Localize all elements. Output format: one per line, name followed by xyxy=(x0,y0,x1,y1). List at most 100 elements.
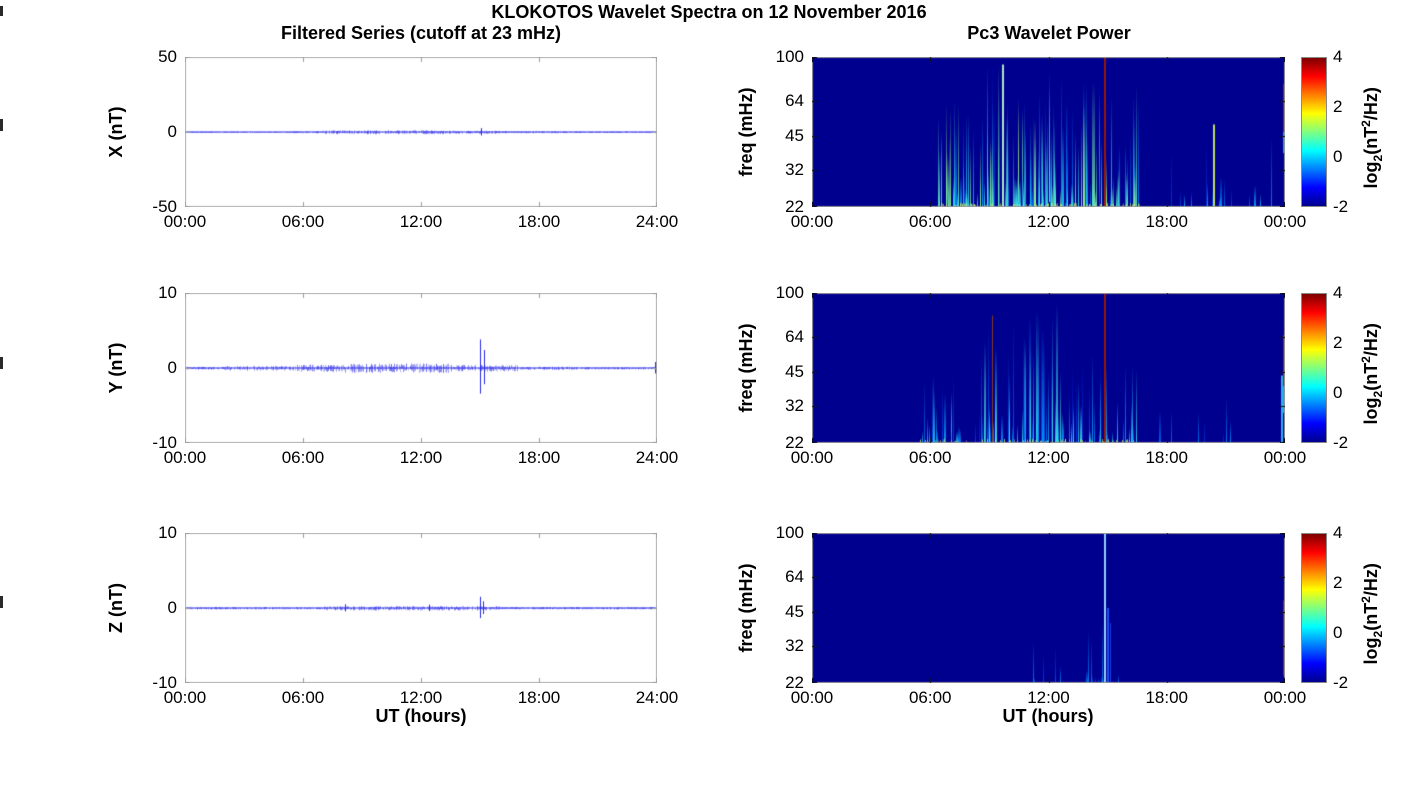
colorbar-label-part: log xyxy=(1361,161,1382,189)
colorbar-tick-label: 4 xyxy=(1333,523,1343,542)
y-tick-label: 22 xyxy=(785,197,804,216)
x-tick-label: 06:00 xyxy=(281,448,325,467)
colorbar-label-part: 2 xyxy=(1359,120,1374,127)
colorbar-label-part: (nT xyxy=(1361,126,1382,155)
y-tick-label: 100 xyxy=(775,47,804,66)
x-tick-label: 24:00 xyxy=(635,688,679,707)
y-tick-label: 32 xyxy=(785,395,804,415)
spectrogram-canvas-y-wavelet xyxy=(812,293,1285,443)
x-tick-label: 06:00 xyxy=(908,688,952,707)
colorbar-label-part: /Hz) xyxy=(1361,323,1382,357)
right-column-title: Pc3 Wavelet Power xyxy=(967,23,1131,43)
screen-edge-artifact xyxy=(0,357,3,369)
colorbar-tick-label: 2 xyxy=(1333,573,1343,592)
colorbar-tick-label: 0 xyxy=(1333,147,1343,166)
colorbar-tick-label: -2 xyxy=(1333,673,1349,692)
colorbar-label-part: 2 xyxy=(1359,596,1374,603)
x-tick-label: 18:00 xyxy=(517,448,561,467)
y-axis-label-x-wavelet: freq (mHz) xyxy=(736,87,756,177)
y-tick-label: 64 xyxy=(785,567,804,587)
x-tick-label: 06:00 xyxy=(281,212,325,231)
y-axis-label-x-series: X (nT) xyxy=(106,106,126,158)
y-tick-label: 100 xyxy=(775,523,804,542)
y-tick-label: 64 xyxy=(785,327,804,347)
y-tick-label: 32 xyxy=(785,635,804,655)
y-tick-label: 0 xyxy=(167,122,177,141)
colorbar-tick-label: 0 xyxy=(1333,623,1343,642)
colorbar-label-part: log xyxy=(1361,397,1382,425)
colorbar-label: log2(nT2/Hz) xyxy=(1355,58,1389,218)
x-tick-label: 24:00 xyxy=(635,448,679,467)
series-canvas-y-series xyxy=(185,293,657,443)
x-tick-label: 12:00 xyxy=(399,688,443,707)
x-tick-label: 06:00 xyxy=(281,688,325,707)
x-tick-label: 12:00 xyxy=(399,448,443,467)
colorbar-label: log2(nT2/Hz) xyxy=(1355,294,1389,454)
y-tick-label: 22 xyxy=(785,433,804,452)
y-tick-label: 0 xyxy=(167,598,177,617)
x-tick-label: 18:00 xyxy=(517,212,561,231)
screen-edge-artifact xyxy=(0,119,3,131)
x-tick-label: 00:00 xyxy=(790,448,834,467)
colorbar-tick-label: 2 xyxy=(1333,333,1343,352)
spectrogram-canvas-z-wavelet xyxy=(812,533,1285,683)
y-tick-label: 100 xyxy=(775,283,804,302)
x-tick-label: 00:00 xyxy=(163,448,207,467)
colorbar-tick-label: 4 xyxy=(1333,47,1343,66)
colorbar-tick-label: -2 xyxy=(1333,197,1349,216)
x-tick-label: 24:00 xyxy=(635,212,679,231)
colorbar-tick-label: -2 xyxy=(1333,433,1349,452)
screen-edge-artifact xyxy=(0,6,3,16)
x-tick-label: 00:00 xyxy=(163,212,207,231)
x-tick-label: 00:00 xyxy=(1263,688,1307,707)
y-tick-label: 10 xyxy=(158,283,177,302)
y-tick-label: -50 xyxy=(152,197,177,216)
x-tick-label: 18:00 xyxy=(1145,212,1189,231)
colorbar-label-part: /Hz) xyxy=(1361,563,1382,597)
x-tick-label: 00:00 xyxy=(1263,212,1307,231)
colorbar xyxy=(1301,57,1327,207)
y-tick-label: 45 xyxy=(785,126,804,146)
x-tick-label: 12:00 xyxy=(1027,688,1070,707)
x-tick-label: 06:00 xyxy=(908,212,952,231)
y-axis-label-z-series: Z (nT) xyxy=(106,583,126,633)
y-tick-label: 64 xyxy=(785,91,804,111)
x-axis-label-left: UT (hours) xyxy=(375,706,467,726)
colorbar-label-part: (nT xyxy=(1361,602,1382,631)
y-axis-label-y-series: Y (nT) xyxy=(106,342,126,394)
y-axis-label-z-wavelet: freq (mHz) xyxy=(736,563,756,653)
x-tick-label: 06:00 xyxy=(908,448,952,467)
colorbar-label-part: 2 xyxy=(1359,356,1374,363)
series-canvas-z-series xyxy=(185,533,657,683)
colorbar-label-part: log xyxy=(1361,637,1382,665)
y-tick-label: 0 xyxy=(167,358,177,377)
x-tick-label: 00:00 xyxy=(790,212,834,231)
x-tick-label: 12:00 xyxy=(1027,448,1070,467)
y-tick-label: 45 xyxy=(785,362,804,382)
x-tick-label: 18:00 xyxy=(1145,688,1189,707)
colorbar-tick-label: 4 xyxy=(1333,283,1343,302)
series-canvas-x-series xyxy=(185,57,657,207)
y-tick-label: 10 xyxy=(158,523,177,542)
x-tick-label: 00:00 xyxy=(1263,448,1307,467)
colorbar-tick-label: 0 xyxy=(1333,383,1343,402)
left-column-title: Filtered Series (cutoff at 23 mHz) xyxy=(280,23,562,43)
y-tick-label: 32 xyxy=(785,159,804,179)
colorbar-label: log2(nT2/Hz) xyxy=(1355,534,1389,694)
x-tick-label: 12:00 xyxy=(1027,212,1070,231)
y-tick-label: 22 xyxy=(785,673,804,692)
y-tick-label: -10 xyxy=(152,673,177,692)
x-axis-label-right: UT (hours) xyxy=(1002,706,1094,726)
colorbar-label-part: (nT xyxy=(1361,362,1382,391)
x-tick-label: 18:00 xyxy=(1145,448,1189,467)
spectrogram-canvas-x-wavelet xyxy=(812,57,1285,207)
x-tick-label: 18:00 xyxy=(517,688,561,707)
colorbar-label-part: /Hz) xyxy=(1361,87,1382,121)
x-tick-label: 00:00 xyxy=(790,688,834,707)
y-tick-label: 45 xyxy=(785,602,804,622)
colorbar-tick-label: 2 xyxy=(1333,97,1343,116)
y-tick-label: -10 xyxy=(152,433,177,452)
screen-edge-artifact xyxy=(0,596,3,608)
